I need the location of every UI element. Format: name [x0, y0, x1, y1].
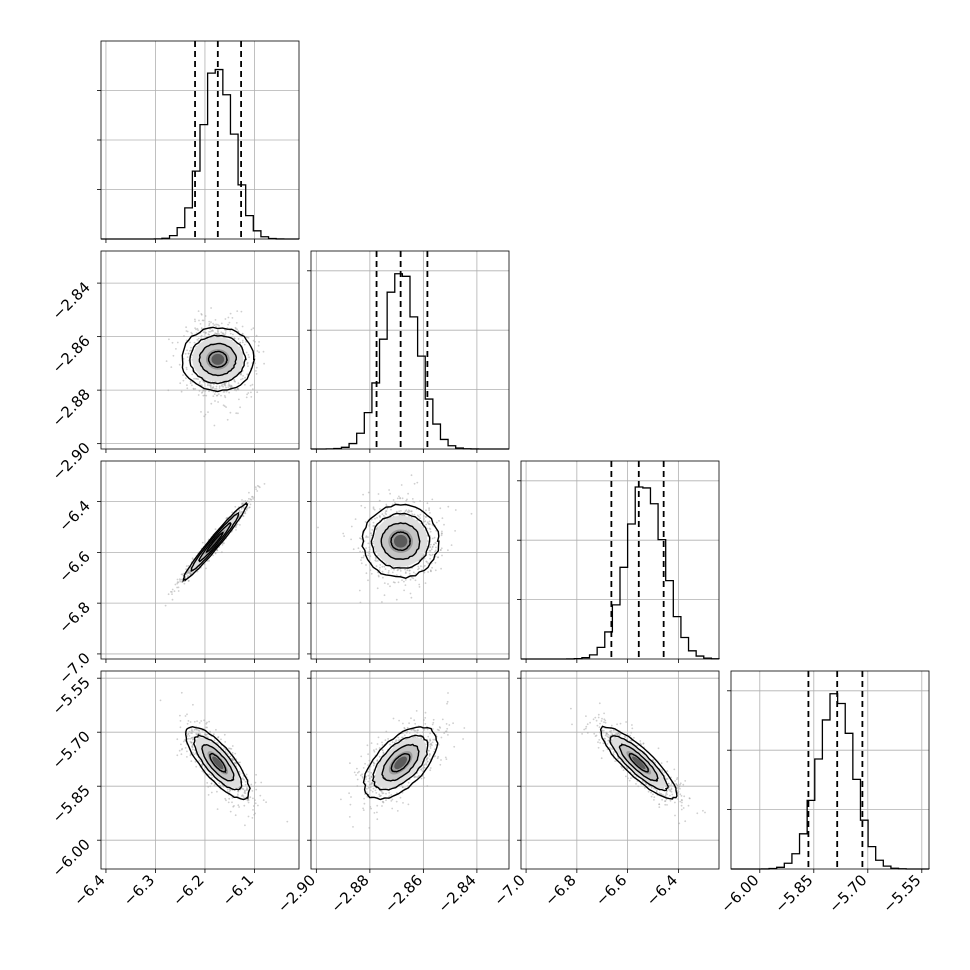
- x-tick-label-3-2: −6.6: [592, 871, 630, 909]
- contour-0: [390, 752, 411, 773]
- contour-2: [609, 735, 669, 792]
- x-tick-label-1-2: −6.2: [169, 871, 207, 909]
- hist-panel-1: [97, 40, 300, 240]
- contours: [184, 725, 251, 801]
- y-tick-label-4-2: −5.70: [49, 727, 94, 772]
- contour-2: [371, 734, 429, 791]
- contour-1: [381, 743, 420, 782]
- frame: [100, 40, 300, 240]
- frame: [310, 460, 510, 660]
- contours: [182, 501, 249, 583]
- x-tick-label-3-1: −6.8: [541, 871, 579, 909]
- scatter-panel-1-2: [100, 250, 300, 450]
- x-tick-label-3-0: −7.0: [490, 871, 528, 909]
- contour-1: [198, 522, 232, 563]
- x-tick-label-2-1: −2.88: [327, 871, 372, 916]
- y-tick-label-4-0: −6.00: [49, 835, 94, 880]
- x-tick-label-1-0: −6.4: [70, 871, 108, 909]
- y-tick-label-2-0: −2.90: [49, 439, 94, 484]
- frame: [730, 670, 930, 870]
- contours: [599, 725, 678, 800]
- y-tick-label-3-3: −6.4: [55, 497, 93, 535]
- contour-2: [193, 734, 243, 791]
- contour-3: [362, 726, 439, 801]
- contour-3: [184, 725, 251, 801]
- shade-3: [209, 535, 221, 549]
- x-tick-label-4-1: −5.85: [771, 871, 816, 916]
- contours: [181, 326, 256, 393]
- x-tick-label-2-0: −2.90: [274, 871, 319, 916]
- contour-1: [201, 743, 235, 782]
- shade-3: [393, 534, 408, 548]
- y-tick-label-2-2: −2.86: [49, 332, 94, 377]
- frame: [310, 670, 510, 870]
- y-tick-label-3-1: −6.8: [55, 598, 93, 636]
- scatter-panel-1-3: [100, 460, 300, 660]
- contour-2: [190, 511, 240, 572]
- contour-0: [205, 531, 224, 554]
- histogram-step: [101, 68, 300, 240]
- y-tick-label-2-3: −2.84: [49, 278, 94, 323]
- hist-panel-2: [307, 250, 510, 450]
- frame: [100, 460, 300, 660]
- shade-3: [212, 756, 224, 770]
- contour-1: [618, 743, 659, 782]
- frame: [100, 250, 300, 450]
- contour-2: [189, 334, 247, 385]
- x-tick-label-2-3: −2.84: [434, 871, 479, 916]
- density-shading: [192, 515, 238, 569]
- contour-3: [599, 725, 678, 800]
- contour-0: [628, 752, 649, 773]
- contours: [362, 726, 439, 801]
- scatter-panel-2-3: [310, 460, 510, 660]
- frame: [520, 670, 720, 870]
- histogram-step: [521, 486, 720, 660]
- y-tick-label-4-1: −5.85: [49, 781, 94, 826]
- x-tick-label-4-3: −5.55: [879, 871, 924, 916]
- shade-3: [632, 756, 646, 770]
- scatter-panel-2-4: [310, 670, 510, 870]
- contour-0: [207, 350, 228, 369]
- scatter-panel-1-4: [100, 670, 300, 870]
- contour-1: [198, 342, 238, 377]
- hist-panel-4: [727, 670, 930, 870]
- x-tick-label-2-2: −2.86: [381, 871, 426, 916]
- panels: −6.4 −6.3 −6.2 −6.1 −2.90 −2.88 −2.86 −2.84 −7.0…: [49, 40, 930, 916]
- x-tick-label-4-2: −5.70: [825, 871, 870, 916]
- density-shading: [375, 737, 427, 788]
- contours: [361, 503, 440, 579]
- contour-1: [380, 522, 421, 561]
- hist-panel-3: [517, 460, 720, 660]
- frame: [310, 250, 510, 450]
- frame: [520, 460, 720, 660]
- contour-3: [361, 503, 440, 579]
- frame: [100, 670, 300, 870]
- x-tick-label-4-0: −6.00: [717, 871, 762, 916]
- histogram-step: [310, 273, 509, 450]
- contour-3: [182, 501, 249, 583]
- x-tick-label-1-3: −6.1: [219, 871, 257, 909]
- shade-3: [211, 353, 225, 365]
- y-tick-label-2-1: −2.88: [49, 385, 94, 430]
- y-tick-label-3-2: −6.6: [55, 547, 93, 585]
- contour-0: [390, 531, 412, 552]
- histogram-step: [731, 693, 930, 870]
- x-tick-label-3-3: −6.4: [643, 871, 681, 909]
- contour-3: [181, 326, 256, 393]
- x-tick-label-1-1: −6.3: [120, 871, 158, 909]
- scatter-panel-3-4: [520, 670, 720, 870]
- contour-0: [209, 752, 227, 774]
- shade-3: [394, 756, 408, 770]
- contour-2: [370, 512, 431, 569]
